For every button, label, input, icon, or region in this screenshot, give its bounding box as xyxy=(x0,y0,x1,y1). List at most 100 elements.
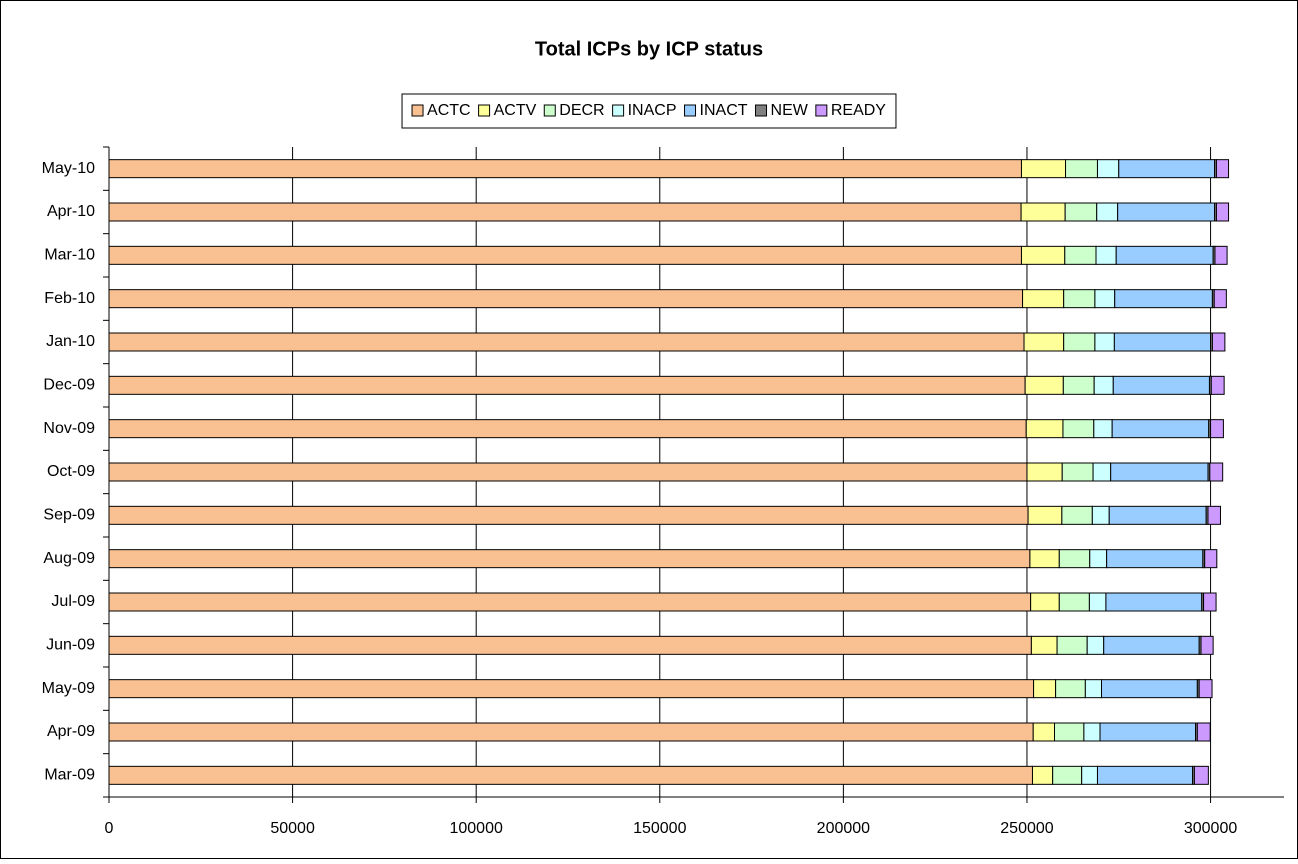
y-tick-label: Aug-09 xyxy=(43,550,95,567)
bar-segment xyxy=(1056,635,1088,655)
x-tick-label: 250000 xyxy=(1000,820,1053,837)
y-tick-label: Apr-10 xyxy=(47,203,95,220)
y-tick-label: Nov-09 xyxy=(43,420,95,437)
bar-segment xyxy=(108,245,1022,265)
bar-segment xyxy=(1088,592,1107,612)
legend-label: READY xyxy=(831,102,886,119)
bar-segment xyxy=(1110,462,1209,482)
bar-segment xyxy=(1020,202,1066,222)
bar-segment xyxy=(1093,375,1114,395)
bar-segment xyxy=(108,722,1034,742)
bar-segment xyxy=(1089,549,1108,569)
bar-segment xyxy=(1193,765,1209,785)
bar-segment xyxy=(108,375,1026,395)
bar-segment xyxy=(108,289,1024,309)
bar-segment xyxy=(1096,765,1194,785)
legend-label: INACT xyxy=(700,102,748,119)
bar-segment xyxy=(1210,419,1224,439)
y-tick-label: May-10 xyxy=(42,160,95,177)
bar-segment xyxy=(108,202,1022,222)
bar-segment xyxy=(1030,592,1060,612)
legend-swatch xyxy=(684,104,697,117)
bar-segment xyxy=(1052,765,1083,785)
x-tick-label: 0 xyxy=(105,820,114,837)
legend-swatch xyxy=(543,104,556,117)
bar-segment xyxy=(1027,505,1063,525)
bar-segment xyxy=(1213,289,1227,309)
bar-segment xyxy=(1065,159,1098,179)
bar-segment xyxy=(1020,159,1067,179)
bar-segment xyxy=(1099,722,1197,742)
bar-segment xyxy=(108,462,1028,482)
bar-segment xyxy=(108,635,1032,655)
bar-segment xyxy=(1103,635,1200,655)
bar-segment xyxy=(1055,679,1086,699)
bar-segment xyxy=(1209,462,1224,482)
legend-swatch xyxy=(411,104,424,117)
bar-segment xyxy=(1092,462,1112,482)
x-tick-label: 300000 xyxy=(1184,820,1237,837)
legend-label: DECR xyxy=(559,102,604,119)
x-tick-label: 100000 xyxy=(449,820,502,837)
y-tick-label: Jun-09 xyxy=(46,637,95,654)
bar-segment xyxy=(1115,245,1214,265)
bar-segment xyxy=(1096,159,1120,179)
legend-swatch xyxy=(612,104,625,117)
bar-segment xyxy=(1022,289,1065,309)
bar-segment xyxy=(108,592,1032,612)
bar-segment xyxy=(1083,722,1101,742)
x-tick-label: 150000 xyxy=(633,820,686,837)
bar-segment xyxy=(108,505,1029,525)
bar-segment xyxy=(1063,332,1096,352)
y-tick-label: Apr-09 xyxy=(47,723,95,740)
bar-segment xyxy=(1198,679,1213,699)
bar-segment xyxy=(1200,635,1214,655)
legend-label: NEW xyxy=(771,102,809,119)
y-tick-label: Sep-09 xyxy=(43,507,95,524)
bar-segment xyxy=(1211,332,1226,352)
bar-segment xyxy=(1023,332,1065,352)
bar-segment xyxy=(1020,245,1066,265)
y-tick-label: Jan-10 xyxy=(46,333,95,350)
bar-segment xyxy=(1064,245,1097,265)
bar-segment xyxy=(1061,505,1093,525)
legend-label: INACP xyxy=(628,102,677,119)
y-tick-label: Dec-09 xyxy=(43,377,95,394)
bar-segment xyxy=(1094,289,1116,309)
bar-segment xyxy=(1033,679,1057,699)
bar-segment xyxy=(1032,722,1056,742)
bar-segment xyxy=(1105,592,1203,612)
bar-segment xyxy=(1101,679,1198,699)
bar-segment xyxy=(1029,549,1060,569)
y-tick-label: Jul-09 xyxy=(51,593,95,610)
bar-segment xyxy=(1196,722,1211,742)
legend-swatch xyxy=(478,104,491,117)
x-tick-label: 50000 xyxy=(270,820,315,837)
bar-segment xyxy=(1118,159,1216,179)
bar-segment xyxy=(1024,375,1064,395)
y-tick-label: Mar-10 xyxy=(44,247,95,264)
bar-segment xyxy=(1081,765,1098,785)
bar-segment xyxy=(1215,159,1230,179)
bar-segment xyxy=(1203,592,1217,612)
bar-segment xyxy=(1058,549,1091,569)
bar-segment xyxy=(1062,375,1095,395)
bar-segment xyxy=(1086,635,1105,655)
bar-segment xyxy=(1114,289,1213,309)
bar-segment xyxy=(1093,419,1113,439)
bar-segment xyxy=(1091,505,1110,525)
bar-segment xyxy=(1111,419,1210,439)
bar-segment xyxy=(1054,722,1085,742)
bar-segment xyxy=(1031,765,1054,785)
bar-segment xyxy=(1064,202,1098,222)
legend-swatch xyxy=(815,104,828,117)
bar-segment xyxy=(1058,592,1090,612)
bar-segment xyxy=(1214,245,1228,265)
bar-segment xyxy=(1030,635,1058,655)
bar-segment xyxy=(108,419,1027,439)
legend-label: ACTC xyxy=(427,102,471,119)
bar-segment xyxy=(1096,202,1119,222)
bar-segment xyxy=(108,679,1035,699)
x-tick-label: 200000 xyxy=(817,820,870,837)
